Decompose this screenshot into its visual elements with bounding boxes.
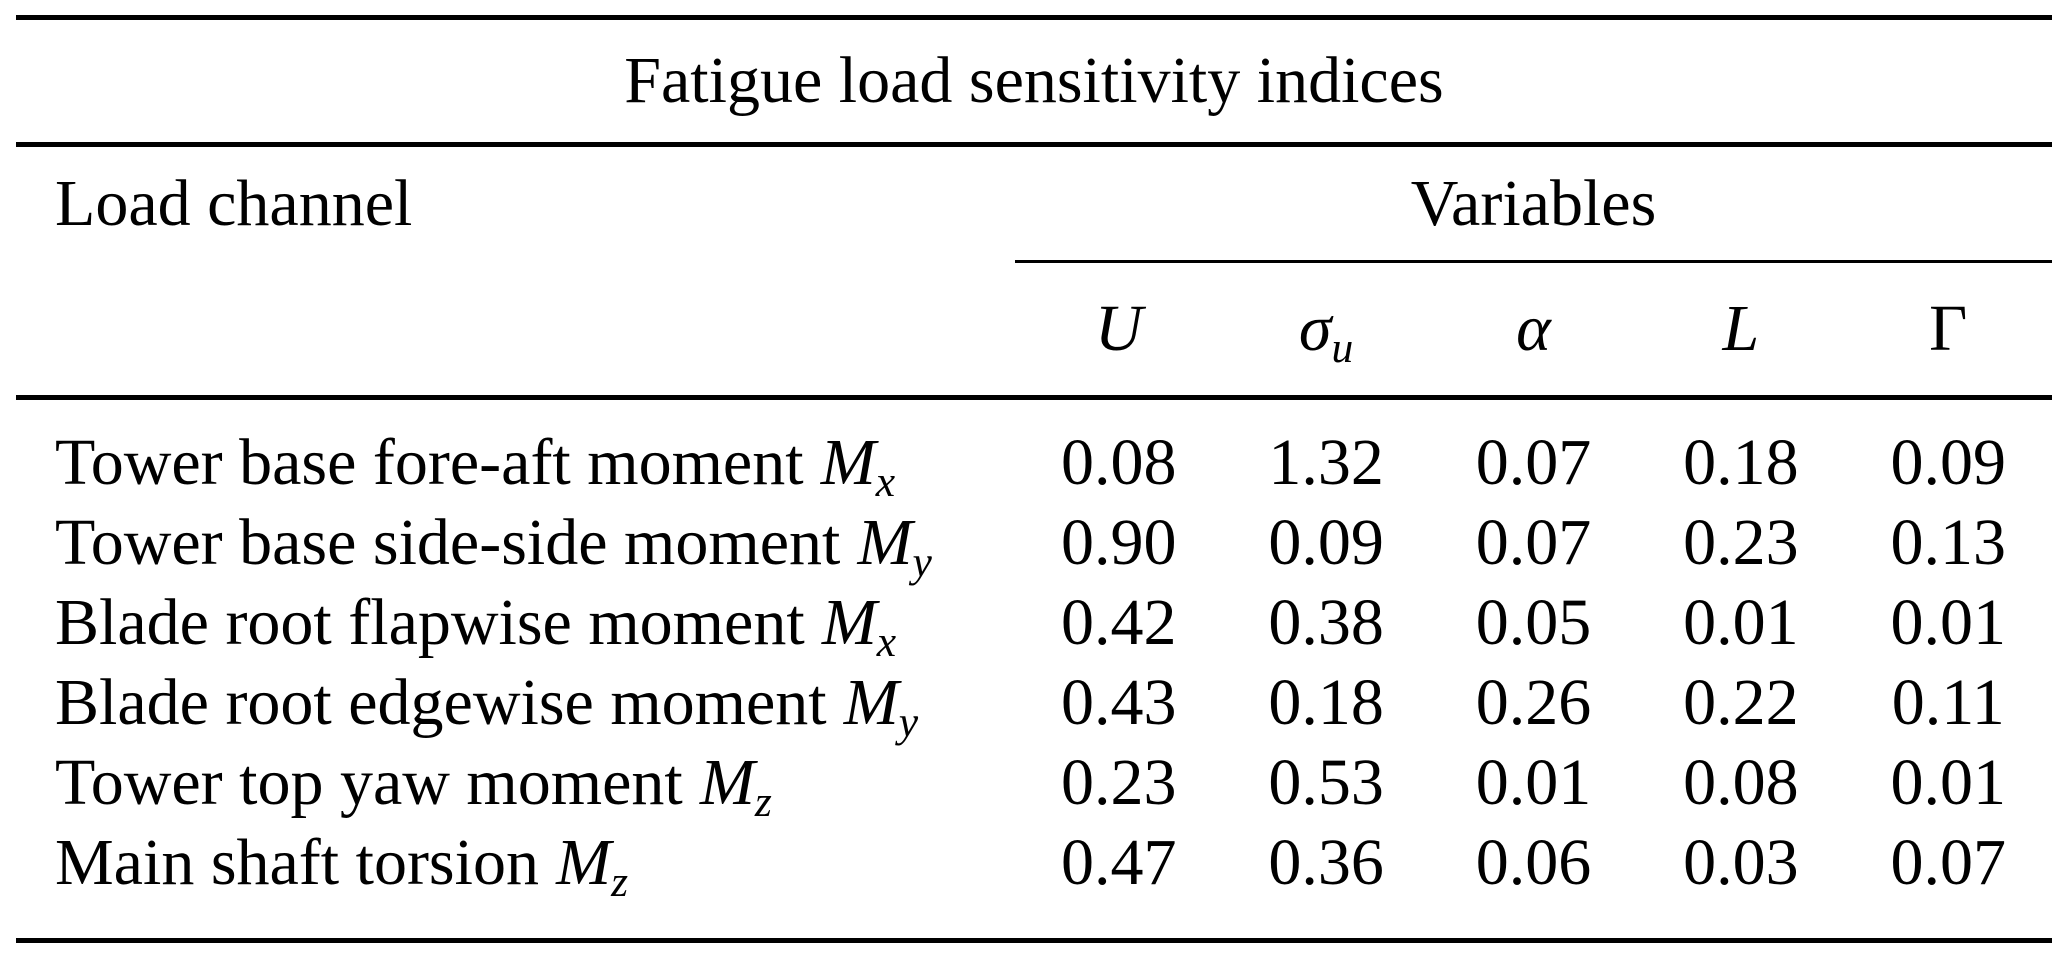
moment-symbol: M — [699, 746, 755, 819]
table-title-band: Fatigue load sensitivity indices — [16, 20, 2052, 142]
column-header-U: U — [1015, 291, 1222, 367]
value-cell: 0.26 — [1475, 666, 1592, 739]
value-cell: 0.08 — [1683, 746, 1799, 819]
variables-partial-rule — [1015, 260, 2052, 263]
value-cell: 0.90 — [1060, 506, 1177, 579]
value-cell: 0.01 — [1890, 586, 2007, 659]
moment-symbol-sub: x — [876, 618, 897, 667]
value-cell: 0.43 — [1060, 666, 1177, 739]
value-cell: 0.01 — [1683, 586, 1799, 659]
value-cell: 0.06 — [1475, 826, 1592, 899]
table-row: Tower base fore-aft moment Mx 0.08 1.32 0… — [0, 423, 2052, 504]
value-cell: 0.01 — [1890, 746, 2007, 819]
value-cell: 0.53 — [1268, 746, 1384, 819]
moment-symbol-sub: y — [898, 698, 919, 747]
value-cell: 0.11 — [1891, 666, 2005, 739]
moment-symbol-sub: y — [912, 538, 932, 587]
symbol-sigma-sub: u — [1331, 324, 1354, 373]
value-cell: 0.07 — [1475, 426, 1592, 499]
value-cell: 0.08 — [1060, 426, 1177, 499]
value-cell: 0.03 — [1683, 826, 1799, 899]
value-cell: 0.47 — [1060, 826, 1177, 899]
row-label-text: Main shaft torsion — [55, 826, 539, 899]
row-label: Tower base side-side moment My — [0, 505, 1015, 584]
row-label-text: Tower top yaw moment — [55, 746, 683, 819]
value-cell: 0.05 — [1475, 586, 1592, 659]
moment-symbol-sub: x — [875, 458, 896, 507]
symbol-L: L — [1722, 292, 1760, 365]
moment-symbol: M — [857, 506, 913, 579]
row-label-text: Tower base fore-aft moment — [55, 426, 804, 499]
table-header-row: Load channel Variables — [0, 147, 2065, 260]
symbol-alpha: α — [1516, 292, 1551, 365]
row-label: Blade root flapwise moment Mx — [0, 585, 1015, 664]
value-cell: 0.18 — [1683, 426, 1799, 499]
moment-symbol: M — [843, 666, 899, 739]
value-cell: 0.36 — [1268, 826, 1384, 899]
value-cell: 0.07 — [1890, 826, 2007, 899]
value-cell: 0.38 — [1268, 586, 1384, 659]
row-label: Main shaft torsion Mz — [0, 825, 1015, 904]
moment-symbol-sub: z — [611, 858, 629, 907]
table-row: Tower top yaw moment Mz 0.23 0.53 0.01 0.… — [0, 743, 2052, 824]
table-row: Tower base side-side moment My 0.90 0.09 … — [0, 503, 2052, 584]
value-cell: 0.22 — [1683, 666, 1799, 739]
value-cell: 0.09 — [1890, 426, 2007, 499]
table-row: Blade root flapwise moment Mx 0.42 0.38 0… — [0, 583, 2052, 664]
table-bottom-rule — [16, 938, 2052, 943]
load-channel-header: Load channel — [55, 166, 413, 240]
column-header-L: L — [1637, 291, 1844, 367]
value-cell: 0.13 — [1890, 506, 2007, 579]
table-header-rule — [16, 142, 2052, 147]
row-label-text: Tower base side-side moment — [55, 506, 841, 579]
moment-symbol: M — [821, 586, 877, 659]
variable-symbols-row: U σu α L Γ — [0, 263, 2052, 395]
table-body-rule — [16, 395, 2052, 400]
moment-symbol-sub: z — [754, 778, 772, 827]
variables-group-header: Variables — [1410, 166, 1657, 240]
column-header-Gamma: Γ — [1845, 291, 2052, 367]
table-row: Main shaft torsion Mz 0.47 0.36 0.06 0.03… — [0, 823, 2052, 904]
value-cell: 0.23 — [1060, 746, 1177, 819]
column-header-alpha: α — [1430, 291, 1637, 367]
value-cell: 0.01 — [1475, 746, 1592, 819]
value-cell: 0.42 — [1060, 586, 1177, 659]
value-cell: 0.07 — [1475, 506, 1592, 579]
value-cell: 0.09 — [1268, 506, 1384, 579]
row-label: Tower base fore-aft moment Mx — [0, 425, 1015, 504]
row-label-text: Blade root edgewise moment — [55, 666, 827, 739]
symbol-sigma: σ — [1298, 292, 1332, 365]
symbol-U: U — [1094, 292, 1143, 365]
row-label-text: Blade root flapwise moment — [55, 586, 805, 659]
value-cell: 0.18 — [1268, 666, 1384, 739]
moment-symbol: M — [820, 426, 876, 499]
column-header-sigma-u: σu — [1222, 291, 1429, 370]
symbol-Gamma: Γ — [1929, 292, 1968, 365]
table-top-rule — [16, 15, 2052, 20]
value-cell: 1.32 — [1268, 426, 1384, 499]
table-row: Blade root edgewise moment My 0.43 0.18 0… — [0, 663, 2052, 744]
moment-symbol: M — [556, 826, 612, 899]
row-label: Blade root edgewise moment My — [0, 665, 1015, 744]
table-title: Fatigue load sensitivity indices — [624, 44, 1444, 117]
table-body: Tower base fore-aft moment Mx 0.08 1.32 0… — [0, 399, 2052, 904]
value-cell: 0.23 — [1683, 506, 1799, 579]
row-label: Tower top yaw moment Mz — [0, 745, 1015, 824]
